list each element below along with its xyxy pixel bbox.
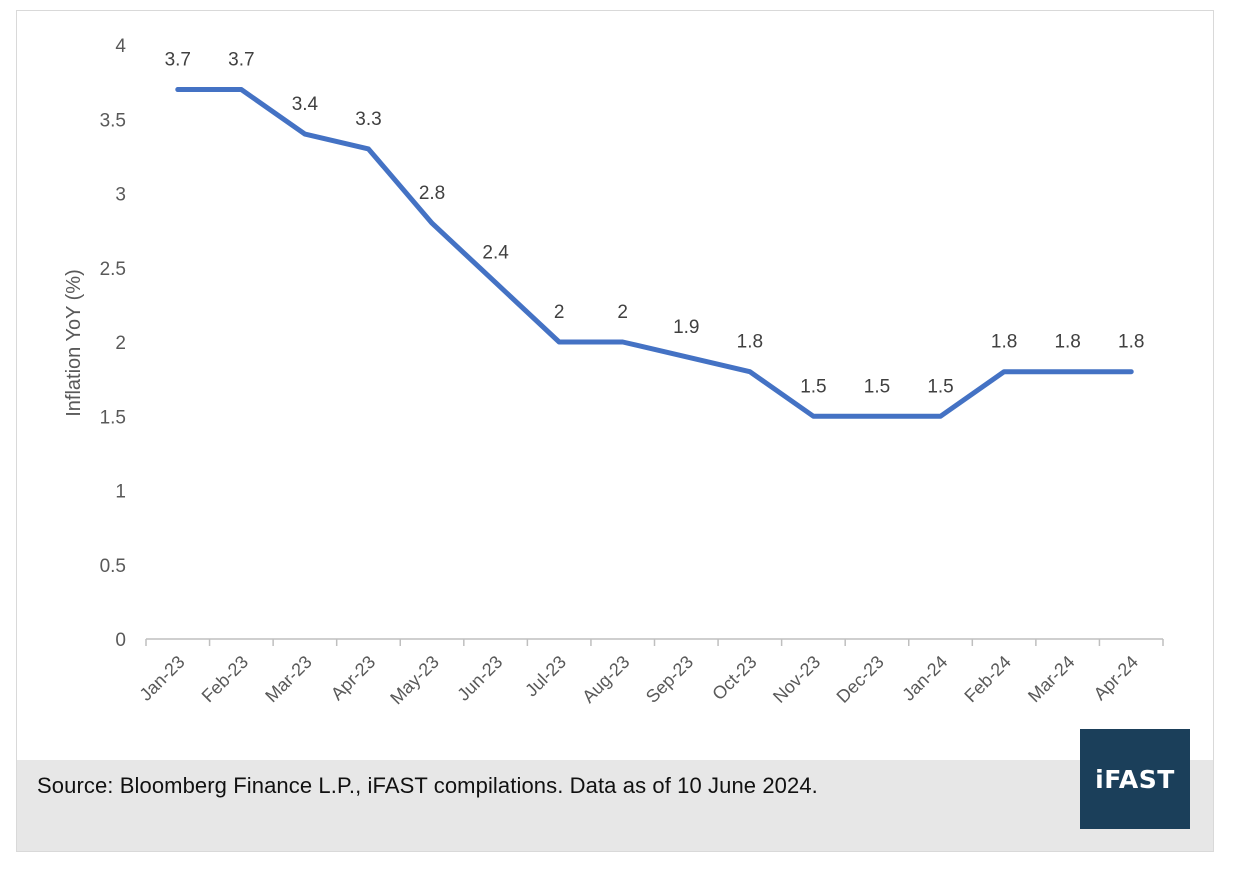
series-line: [175, 87, 1134, 419]
data-label: 1.8: [737, 332, 763, 353]
data-label: 1.5: [927, 376, 953, 397]
x-tick-label: Feb-24: [960, 652, 1014, 706]
data-label: 2.4: [482, 243, 509, 264]
y-tick-label: 2: [115, 333, 126, 354]
x-tick-label: Apr-23: [327, 652, 379, 704]
data-label: 2: [554, 302, 565, 323]
data-label: 3.4: [292, 94, 319, 115]
y-axis-tick-labels: 0 0.5 1 1.5 2 2.5 3 3.5 4: [100, 36, 127, 651]
x-tick-label: Jul-23: [521, 652, 570, 701]
data-label: 2: [617, 302, 628, 323]
data-label: 2.8: [419, 183, 445, 204]
chart-frame: [16, 10, 1214, 852]
data-label: 3.7: [165, 50, 191, 71]
x-tick-label: Sep-23: [642, 652, 697, 707]
x-axis-tick-marks: [145, 639, 1164, 646]
data-label: 3.3: [355, 109, 381, 130]
y-tick-label: 2.5: [100, 259, 126, 280]
x-tick-label: Jan-24: [898, 652, 951, 705]
x-tick-label: Jun-23: [453, 652, 506, 705]
data-label: 3.7: [228, 50, 254, 71]
y-axis-title: Inflation YoY (%): [63, 269, 85, 417]
x-tick-label: Mar-23: [261, 652, 315, 706]
x-tick-label: Mar-24: [1024, 652, 1078, 706]
footer-bar: Source: Bloomberg Finance L.P., iFAST co…: [16, 760, 1214, 852]
data-label: 1.5: [800, 376, 826, 397]
x-tick-label: Aug-23: [578, 652, 633, 707]
ifast-logo: iFAST: [1080, 729, 1190, 829]
y-tick-label: 4: [115, 36, 126, 57]
x-tick-label: Jan-23: [136, 652, 189, 705]
y-tick-label: 3.5: [100, 110, 126, 131]
data-label: 1.5: [864, 376, 890, 397]
y-tick-label: 1: [115, 482, 126, 503]
x-tick-label: Dec-23: [833, 652, 888, 707]
y-tick-label: 0.5: [100, 556, 126, 577]
x-tick-label: Nov-23: [769, 652, 824, 707]
data-label: 1.9: [673, 317, 699, 338]
data-label: 1.8: [1054, 332, 1080, 353]
x-tick-label: Feb-23: [198, 652, 252, 706]
x-tick-label: Oct-23: [708, 652, 760, 704]
data-label: 1.8: [991, 332, 1017, 353]
y-tick-label: 3: [115, 185, 126, 206]
x-tick-label: May-23: [386, 652, 443, 709]
data-labels: 3.7 3.7 3.4 3.3 2.8 2.4 2 2 1.9 1.8 1.5 1.5 1.5 1.8 1.…: [165, 50, 1145, 398]
x-tick-label: Apr-24: [1090, 652, 1142, 704]
y-tick-label: 0: [115, 630, 126, 651]
x-axis-tick-labels: Jan-23 Feb-23 Mar-23 Apr-23 May-23 Jun-23 Jul-…: [136, 652, 1143, 709]
data-label: 1.8: [1118, 332, 1144, 353]
y-tick-label: 1.5: [100, 407, 126, 428]
source-note: Source: Bloomberg Finance L.P., iFAST co…: [37, 773, 818, 798]
